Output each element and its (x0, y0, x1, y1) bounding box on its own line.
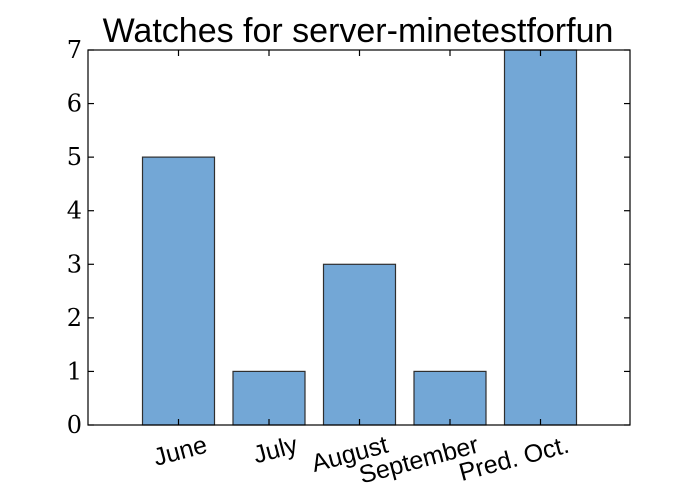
y-tick-label: 3 (67, 250, 82, 278)
bar-july (232, 370, 306, 426)
axes-frame (87, 49, 631, 426)
y-tick-label: 4 (67, 197, 82, 225)
x-tick-label: June (150, 431, 210, 472)
y-tick-label: 6 (67, 90, 82, 118)
y-tick-label: 7 (67, 36, 82, 64)
bar-august (322, 263, 397, 426)
y-tick-label: 2 (67, 304, 82, 332)
y-tick-label: 0 (67, 411, 82, 439)
y-tick-label: 1 (67, 357, 82, 385)
bar-september (413, 370, 487, 426)
bar-pred-oct (503, 49, 578, 426)
bar-june (141, 156, 216, 426)
chart-title: Watches for server-minetestforfun (103, 12, 614, 50)
bar-group (141, 49, 578, 426)
y-tick-label: 5 (67, 143, 82, 171)
x-tick-label: July (250, 431, 301, 470)
y-axis: 0 1 2 3 4 5 6 7 (67, 36, 630, 439)
